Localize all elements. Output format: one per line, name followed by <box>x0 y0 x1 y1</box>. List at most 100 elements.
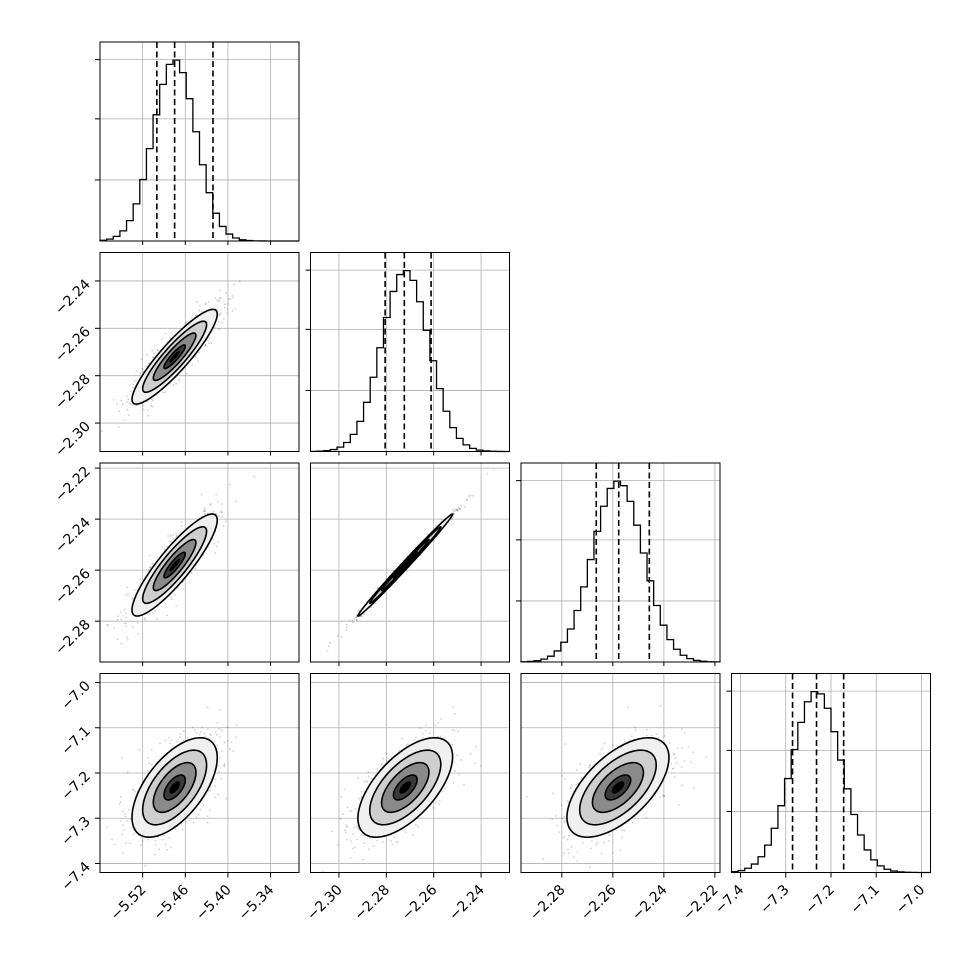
panel-frame <box>99 252 300 452</box>
sample-point <box>117 425 120 428</box>
x-tick-label: −2.24 <box>446 882 488 924</box>
sample-point <box>567 852 570 855</box>
sample-point <box>170 541 172 544</box>
sample-point <box>128 402 131 405</box>
sample-point <box>181 521 183 524</box>
sample-point <box>561 774 564 777</box>
sample-point <box>164 391 166 394</box>
sample-point <box>220 777 223 780</box>
sample-point <box>360 796 363 798</box>
sample-point <box>138 749 141 751</box>
sample-point <box>404 831 407 834</box>
sample-point <box>161 546 164 549</box>
sample-point <box>163 548 166 551</box>
sample-point <box>213 542 216 545</box>
sample-point <box>463 783 466 786</box>
sample-point <box>148 362 151 365</box>
sample-point <box>217 320 220 323</box>
sample-point <box>475 745 478 748</box>
x-tick-label: −2.28 <box>527 882 569 924</box>
contour-line <box>566 736 670 839</box>
sample-point <box>465 499 468 501</box>
sample-point <box>164 739 167 742</box>
sample-point <box>204 303 206 306</box>
sample-point <box>600 852 603 855</box>
sample-point <box>133 380 135 383</box>
sample-point <box>148 762 151 765</box>
sample-point <box>127 593 130 595</box>
sample-point <box>176 535 178 537</box>
sample-point <box>570 784 573 787</box>
sample-point <box>419 727 422 730</box>
sample-point <box>202 804 205 807</box>
sample-point <box>199 808 202 811</box>
sample-point <box>148 568 150 571</box>
sample-point <box>681 784 683 787</box>
sample-point <box>628 739 631 742</box>
sample-point <box>391 843 394 846</box>
sample-point <box>128 808 131 811</box>
sample-point <box>453 510 456 512</box>
sample-point <box>596 841 599 844</box>
sample-point <box>560 804 563 807</box>
sample-point <box>164 603 167 606</box>
sample-point <box>203 509 206 512</box>
y-tick-label: −2.26 <box>52 324 94 366</box>
sample-point <box>382 841 384 844</box>
sample-point <box>234 500 237 503</box>
sample-point <box>385 752 388 755</box>
sample-point <box>634 729 637 732</box>
sample-point <box>214 796 217 799</box>
sample-point <box>493 468 496 471</box>
sample-point <box>127 398 130 401</box>
sample-point <box>229 483 232 486</box>
sample-point <box>425 724 428 727</box>
sample-point <box>451 743 454 746</box>
sample-point <box>567 848 569 851</box>
sample-point <box>225 797 228 800</box>
sample-point <box>644 816 647 819</box>
sample-point <box>454 712 456 715</box>
sample-point <box>218 736 221 738</box>
sample-point <box>444 787 447 790</box>
sample-point <box>674 757 677 760</box>
sample-point <box>663 735 666 737</box>
sample-point <box>344 831 347 834</box>
sample-point <box>169 534 172 537</box>
sample-point <box>413 738 416 741</box>
sample-point <box>367 775 370 778</box>
sample-point <box>453 770 456 773</box>
sample-point <box>122 851 125 854</box>
sample-point <box>346 826 348 828</box>
x-tick-label: −2.26 <box>399 882 441 924</box>
sample-point <box>172 384 175 386</box>
sample-point <box>455 509 458 511</box>
sample-point <box>133 589 136 591</box>
sample-point <box>354 808 357 811</box>
sample-point <box>214 785 216 787</box>
sample-point <box>151 562 154 565</box>
density-peak <box>611 781 625 794</box>
sample-point <box>197 360 200 363</box>
sample-point <box>581 841 584 844</box>
histogram-bars <box>520 480 721 663</box>
sample-point <box>355 619 358 622</box>
sample-point <box>435 801 438 804</box>
sample-point <box>219 289 221 292</box>
sample-point <box>591 839 593 842</box>
sample-point <box>168 836 171 839</box>
sample-point <box>327 645 330 648</box>
sample-point <box>326 649 329 652</box>
sample-point <box>374 602 377 605</box>
sample-point <box>223 306 226 309</box>
sample-point <box>191 726 194 729</box>
sample-point <box>139 372 142 375</box>
sample-point <box>195 815 198 818</box>
sample-point <box>681 747 684 750</box>
sample-point <box>440 518 443 521</box>
sample-point <box>213 326 216 329</box>
sample-point <box>215 545 218 548</box>
sample-point <box>411 834 414 836</box>
sample-point <box>198 733 201 736</box>
sample-point <box>458 773 460 776</box>
